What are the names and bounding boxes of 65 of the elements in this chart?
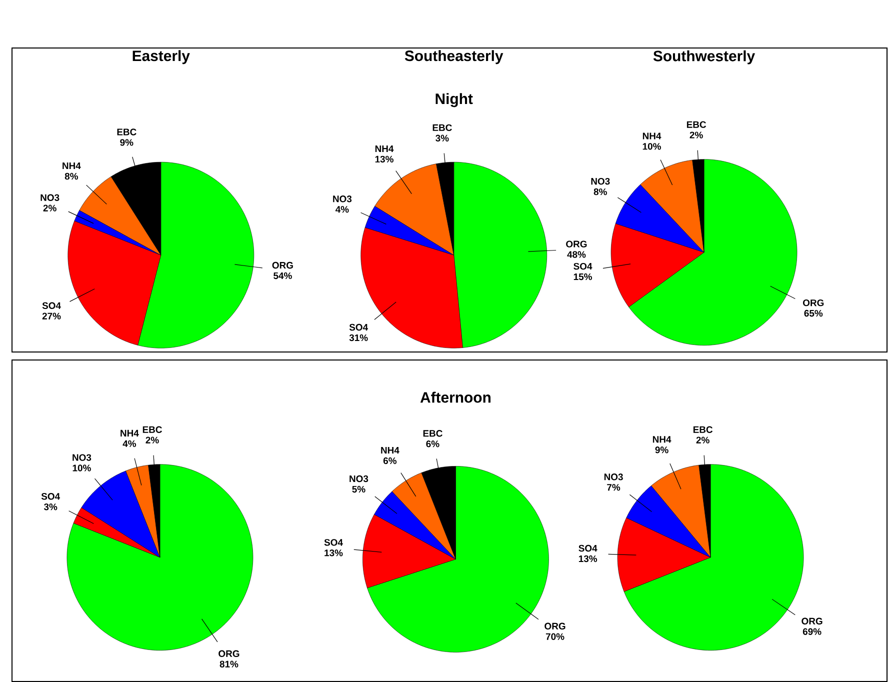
slice-label: NH4 [652, 436, 672, 443]
slice-label: ORG [803, 299, 824, 306]
slice-label: NH4 [642, 132, 662, 140]
data-label: 7% [607, 484, 620, 491]
data-label: 48% [567, 251, 586, 258]
data-label: 13% [375, 156, 394, 163]
slice-label: SO4 [41, 493, 60, 500]
chart-title: Southwesterly [653, 50, 756, 64]
data-label: 6% [426, 440, 440, 448]
slice-label: ORG [544, 622, 566, 630]
slice-label: ORG [272, 262, 293, 269]
data-label: 9% [655, 446, 668, 454]
data-label: 70% [546, 633, 564, 640]
slice-label: NH4 [62, 162, 81, 170]
slice-label: SO4 [578, 544, 598, 552]
slice-label: EBC [432, 124, 452, 132]
slice-label: NH4 [375, 145, 394, 152]
data-label: 10% [72, 464, 91, 472]
slice-label: ORG [566, 240, 587, 248]
data-label: 9% [120, 139, 134, 146]
data-label: 13% [578, 555, 598, 562]
slice-label: NO3 [72, 454, 92, 461]
chart-subtitle: Night [436, 93, 473, 108]
data-label: 3% [44, 504, 58, 510]
data-label: 2% [690, 132, 703, 138]
chart-subtitle: Afternoon [420, 392, 490, 403]
slice-label: NO3 [604, 474, 623, 480]
data-label: 31% [349, 334, 368, 342]
slice-label: SO4 [574, 262, 592, 270]
data-label: 2% [696, 436, 710, 444]
data-label: 54% [274, 272, 292, 280]
data-label: 65% [804, 310, 823, 317]
slice-label: NO3 [40, 194, 60, 201]
data-label: 4% [335, 206, 349, 213]
data-label: 81% [220, 660, 238, 668]
slice-label: NH4 [120, 430, 139, 436]
slice-label: EBC [142, 426, 162, 433]
slice-label: NO3 [333, 196, 352, 202]
data-label: 5% [352, 486, 366, 493]
slice-label: NO3 [350, 475, 368, 482]
data-label: 4% [122, 440, 136, 447]
slice-label: EBC [117, 128, 136, 136]
chart-title: Southeasterly [404, 50, 504, 64]
data-label: 69% [802, 628, 822, 635]
data-label: 3% [436, 134, 449, 142]
data-label: 13% [324, 550, 343, 556]
slice-label: SO4 [349, 324, 368, 331]
slice-label: SO4 [42, 302, 61, 309]
slice-label: EBC [423, 430, 442, 437]
slice-label: EBC [686, 121, 706, 128]
data-label: 2% [43, 204, 56, 212]
chart-title: Easterly [132, 50, 190, 64]
data-label: 10% [642, 143, 661, 150]
data-label: 8% [64, 172, 78, 180]
data-label: 6% [383, 457, 397, 464]
slice-label: NO3 [591, 178, 610, 185]
data-label: 15% [574, 273, 592, 280]
slice-label: SO4 [324, 539, 343, 546]
slice-label: ORG [218, 650, 240, 658]
slice-label: ORG [802, 618, 822, 624]
data-label: 27% [42, 312, 61, 320]
data-label: 8% [594, 188, 607, 196]
data-label: 2% [146, 436, 159, 444]
slice-label: NH4 [381, 447, 400, 454]
slice-label: EBC [693, 426, 713, 433]
